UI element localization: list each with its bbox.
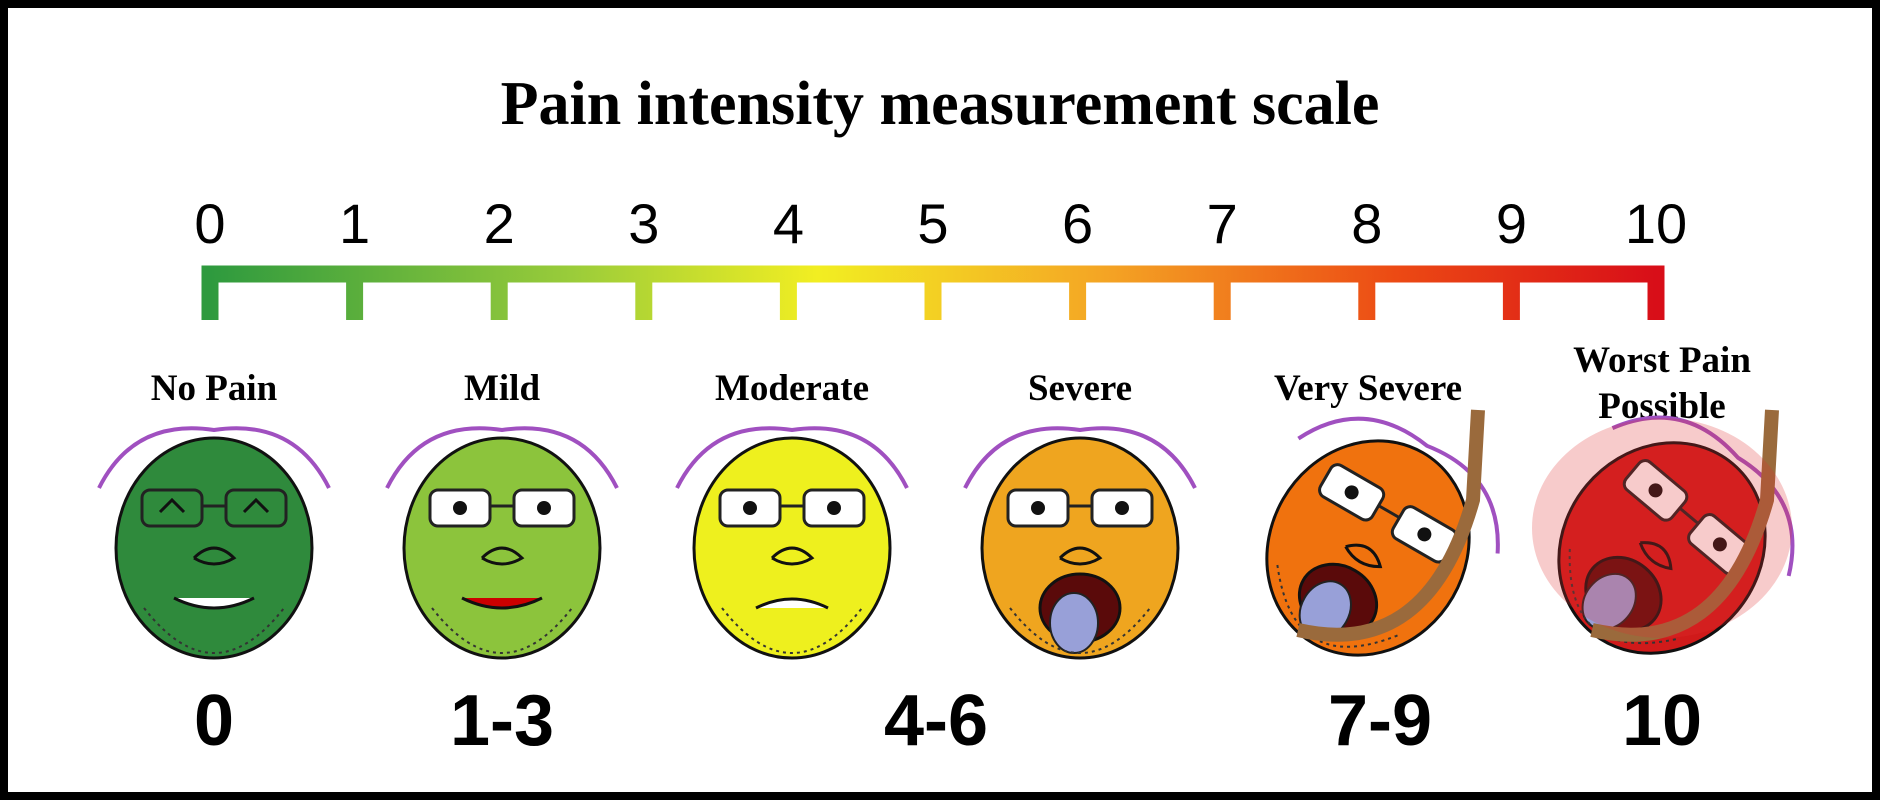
face-label: Very Severe xyxy=(1274,368,1462,409)
beard xyxy=(431,607,573,654)
glasses-bridge xyxy=(1377,504,1401,519)
scale-number: 2 xyxy=(484,192,515,255)
mouth xyxy=(461,596,543,610)
eye xyxy=(537,501,551,515)
scale-number: 5 xyxy=(917,192,948,255)
eye xyxy=(1712,537,1727,552)
face-label: Mild xyxy=(464,368,540,409)
face-label: Moderate xyxy=(715,368,869,409)
rope xyxy=(1590,409,1779,642)
beard xyxy=(721,607,863,654)
glasses-right xyxy=(224,488,288,528)
scale-number: 4 xyxy=(773,192,804,255)
face-label: No Pain xyxy=(151,368,278,409)
mouth xyxy=(173,596,255,610)
face xyxy=(675,426,909,660)
eye xyxy=(743,501,757,515)
eye xyxy=(158,497,270,514)
range-label: 7-9 xyxy=(1328,681,1432,761)
rope xyxy=(1296,409,1485,642)
scale-number: 0 xyxy=(194,192,225,255)
face-label: Possible xyxy=(1598,386,1725,427)
eye xyxy=(1417,527,1432,542)
hair xyxy=(963,426,1197,489)
scale-number: 3 xyxy=(628,192,659,255)
nose xyxy=(1058,546,1103,566)
face-label: Worst Pain xyxy=(1573,340,1751,381)
nose xyxy=(770,546,815,566)
face xyxy=(385,426,619,660)
mouth xyxy=(755,597,829,610)
face xyxy=(97,426,331,660)
scale-bar xyxy=(201,265,1665,320)
beard xyxy=(143,607,285,654)
range-label: 0 xyxy=(194,681,234,761)
hair xyxy=(1611,415,1795,577)
tongue xyxy=(1049,592,1099,654)
scale-number: 8 xyxy=(1351,192,1382,255)
eye xyxy=(1031,501,1045,515)
hair xyxy=(675,426,909,489)
range-label: 1-3 xyxy=(450,681,554,761)
title: Pain intensity measurement scale xyxy=(501,70,1380,138)
face xyxy=(963,426,1197,660)
scale-number: 9 xyxy=(1496,192,1527,255)
scale-number: 10 xyxy=(1625,192,1687,255)
nose xyxy=(480,546,525,566)
eye xyxy=(1648,483,1663,498)
blood xyxy=(1532,418,1792,638)
eye xyxy=(827,501,841,515)
hair xyxy=(385,426,619,489)
scale-number: 1 xyxy=(339,192,370,255)
hair xyxy=(1297,416,1500,554)
nose xyxy=(192,546,237,566)
glasses-bridge xyxy=(1678,506,1700,525)
face-label: Severe xyxy=(1028,368,1132,409)
tongue xyxy=(1581,572,1637,631)
range-label: 10 xyxy=(1622,681,1702,761)
nose xyxy=(1344,543,1383,569)
glasses-left xyxy=(140,488,204,528)
eye xyxy=(1344,485,1359,500)
range-label: 4-6 xyxy=(884,681,988,761)
scale-number: 6 xyxy=(1062,192,1093,255)
scale-number: 7 xyxy=(1207,192,1238,255)
nose xyxy=(1638,541,1673,571)
eye xyxy=(1115,501,1129,515)
beard xyxy=(1009,607,1151,654)
hair xyxy=(97,426,331,489)
eye xyxy=(453,501,467,515)
